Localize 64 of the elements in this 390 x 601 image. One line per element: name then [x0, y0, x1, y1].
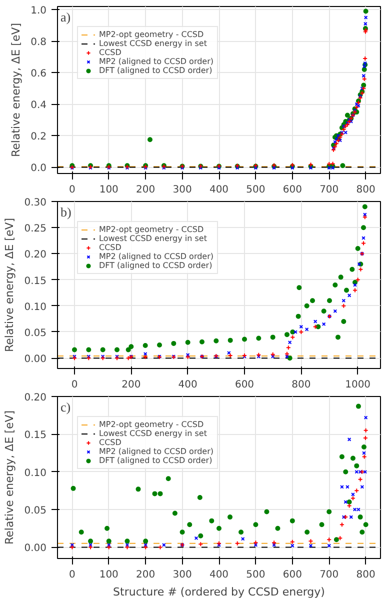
x-tick-label: 200: [136, 184, 156, 196]
legend-label: CCSD: [99, 48, 122, 57]
x-tick-label: 100: [99, 570, 118, 580]
annotation: a): [60, 10, 71, 24]
y-tick-label: 0.25: [24, 224, 46, 235]
legend-label: Lowest CCSD energy in set: [99, 234, 207, 243]
x-tick-label: 200: [136, 570, 156, 580]
x-tick-label: 700: [320, 570, 339, 580]
x-tick-label: 700: [320, 184, 339, 196]
x-tick-label: 1000: [345, 380, 371, 390]
y-tick-label: 0.00: [24, 543, 46, 554]
y-tick-label: 0.30: [24, 198, 46, 208]
y-tick-label: 0.0: [30, 163, 47, 174]
x-tick-label: 0: [69, 570, 76, 580]
legend-label: CCSD: [99, 243, 122, 252]
legend-label: DFT (aligned to CCSD order): [99, 456, 212, 465]
y-axis-title: Relative energy, ΔE [eV]: [3, 218, 16, 352]
legend-label: MP2 (aligned to CCSD order): [99, 447, 214, 456]
y-tick-label: 0.15: [24, 276, 46, 287]
annotation: c): [60, 400, 71, 414]
x-tick-label: 500: [246, 184, 266, 196]
legend-label: Lowest CCSD energy in set: [99, 39, 207, 48]
x-tick-label: 400: [209, 570, 229, 580]
x-tick-label: 600: [282, 570, 302, 580]
x-tick-label: 0: [71, 380, 78, 390]
x-tick-label: 0: [69, 184, 76, 196]
y-tick-label: 0.15: [24, 430, 46, 442]
x-tick-label: 400: [178, 380, 198, 390]
x-tick-label: 300: [172, 184, 192, 196]
y-tick-label: 0.20: [24, 392, 46, 404]
x-tick-label: 300: [172, 570, 192, 580]
y-tick-label: 0.8: [30, 37, 47, 48]
y-axis-title: Relative energy, ΔE [eV]: [10, 22, 23, 158]
x-tick-label: 800: [356, 570, 376, 580]
x-axis-title: Structure # (ordered by CCSD energy): [113, 586, 325, 598]
y-axis-title: Relative energy, ΔE [eV]: [3, 410, 16, 545]
y-tick-label: 0.20: [24, 250, 46, 261]
legend-label: Lowest CCSD energy in set: [99, 429, 207, 438]
x-tick-label: 200: [122, 380, 141, 390]
legend-label: MP2 (aligned to CCSD order): [99, 252, 214, 261]
x-tick-label: 600: [282, 184, 302, 196]
y-tick-label: 0.05: [24, 506, 46, 517]
legend-label: MP2 (aligned to CCSD order): [99, 57, 214, 66]
y-tick-label: 1.0: [30, 6, 47, 17]
legend-label: CCSD: [99, 438, 122, 447]
y-tick-label: 0.6: [30, 68, 47, 80]
y-tick-label: 0.10: [24, 468, 46, 479]
y-tick-label: 0.4: [30, 100, 47, 112]
x-tick-label: 800: [292, 380, 311, 390]
legend-label: MP2-opt geometry - CCSD: [99, 30, 204, 39]
x-tick-label: 800: [356, 184, 376, 196]
x-tick-label: 500: [246, 570, 266, 580]
legend-label: DFT (aligned to CCSD order): [99, 66, 212, 75]
legend-label: MP2-opt geometry - CCSD: [99, 420, 204, 429]
legend-label: MP2-opt geometry - CCSD: [99, 225, 204, 234]
annotation: b): [60, 204, 72, 220]
x-tick-label: 600: [234, 380, 254, 390]
y-tick-label: 0.2: [30, 132, 47, 143]
y-tick-label: 0.10: [24, 302, 46, 313]
y-tick-label: 0.00: [24, 354, 46, 366]
legend-label: DFT (aligned to CCSD order): [99, 261, 212, 270]
x-tick-label: 400: [209, 184, 229, 196]
y-tick-label: 0.05: [24, 328, 46, 339]
x-tick-label: 100: [99, 184, 118, 196]
